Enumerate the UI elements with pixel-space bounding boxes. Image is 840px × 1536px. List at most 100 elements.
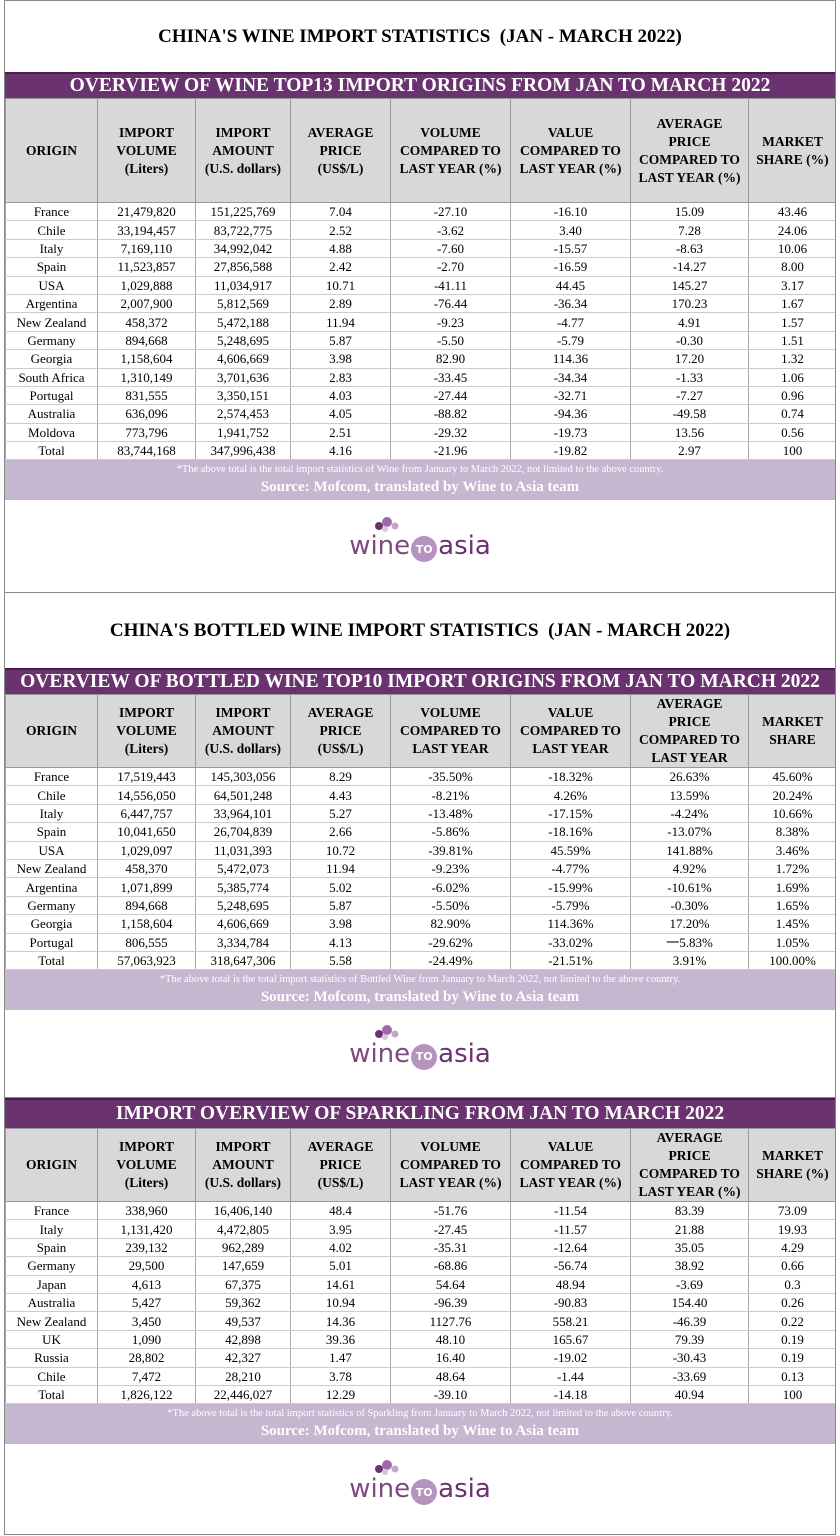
cell: South Africa	[5, 368, 98, 387]
cell: -18.16%	[510, 822, 631, 842]
cell: -3.69	[630, 1275, 749, 1294]
logo-dots	[375, 1460, 399, 1476]
cell: -94.36	[510, 404, 631, 424]
cell: Italy	[5, 804, 98, 824]
cell: 42,898	[195, 1330, 291, 1350]
table-row: New Zealand 458,370 5,472,073 11.94 -9.23% -4…	[5, 859, 835, 879]
cell: 1,090	[97, 1330, 196, 1350]
table-row: Australia 636,096 2,574,453 4.05 -88.82 -94.3…	[5, 404, 835, 424]
table-row: Total 83,744,168 347,996,438 4.16 -21.96 -19.…	[5, 441, 835, 461]
cell: -30.43	[630, 1348, 749, 1368]
source: Source: Mofcom, translated by Wine to As…	[260, 1423, 580, 1440]
table-row: Chile 14,556,050 64,501,248 4.43 -8.21% 4.26%…	[5, 785, 835, 805]
cell: -10.61%	[630, 877, 749, 897]
cell: -9.23%	[390, 859, 511, 879]
table-row: Georgia 1,158,604 4,606,669 3.98 82.90 114.36…	[5, 349, 835, 369]
cell: Spain	[5, 822, 98, 842]
data-table: ORIGIN IMPORT VOLUME (Liters) IMPORT AMOUN…	[5, 1128, 835, 1405]
table-head: ORIGIN IMPORT VOLUME (Liters) IMPORT AMOUN…	[5, 98, 835, 203]
cell: -15.57	[510, 239, 631, 259]
cell: 0.19	[748, 1348, 835, 1368]
cell: 4.88	[290, 239, 391, 259]
cell: 4.91	[630, 312, 749, 332]
logo-dots	[375, 1024, 399, 1040]
cell: -5.79%	[510, 896, 631, 916]
banner: IMPORT OVERVIEW OF SPARKLING FROM JAN TO…	[5, 1098, 835, 1128]
header-cell: IMPORT AMOUNT (U.S. dollars)	[195, 1128, 291, 1202]
section: IMPORT OVERVIEW OF SPARKLING FROM JAN TO…	[4, 1097, 836, 1535]
cell: 5,472,188	[195, 312, 291, 332]
cell: 21,479,820	[97, 202, 196, 222]
cell: 33,194,457	[97, 220, 196, 240]
cell: 7.28	[630, 220, 749, 240]
cell: 4.13	[290, 933, 391, 952]
cell: 40.94	[630, 1385, 749, 1405]
header-cell: AVERAGE PRICE (US$/L)	[290, 98, 391, 203]
cell: 1,029,097	[97, 841, 196, 860]
cell: 10.71	[290, 276, 391, 295]
cell: 4,606,669	[195, 914, 291, 934]
cell: 73.09	[748, 1201, 835, 1221]
cell: 558.21	[510, 1311, 631, 1331]
cell: 4.03	[290, 386, 391, 406]
cell: 0.74	[748, 404, 835, 424]
header-cell: MARKET SHARE	[748, 694, 835, 768]
header-cell: IMPORT VOLUME (Liters)	[97, 1128, 196, 1202]
cell: 347,996,438	[195, 441, 291, 461]
cell: -76.44	[390, 294, 511, 314]
cell: USA	[5, 276, 98, 295]
cell: Italy	[5, 1219, 98, 1239]
cell: 48.94	[510, 1275, 631, 1294]
cell: -34.34	[510, 368, 631, 387]
cell: -27.10	[390, 202, 511, 222]
cell: 57,063,923	[97, 951, 196, 971]
cell: 2.52	[290, 220, 391, 240]
cell: -41.11	[390, 276, 511, 295]
cell: 7.04	[290, 202, 391, 222]
note: *The above total is the total import sta…	[159, 974, 681, 986]
data-table: ORIGIN IMPORT VOLUME (Liters) IMPORT AMOUN…	[5, 694, 835, 971]
table-row: New Zealand 458,372 5,472,188 11.94 -9.23 -4.…	[5, 312, 835, 332]
cell: 100	[748, 441, 835, 461]
cell: 2.89	[290, 294, 391, 314]
banner: OVERVIEW OF BOTTLED WINE TOP10 IMPORT OR…	[5, 668, 835, 694]
cell: Argentina	[5, 294, 98, 314]
header-cell: IMPORT VOLUME (Liters)	[97, 98, 196, 203]
cell: 82.90%	[390, 914, 511, 934]
cell: 54.64	[390, 1275, 511, 1294]
cell: 5.58	[290, 951, 391, 971]
header-cell: AVERAGE PRICE COMPARED TO LAST YEAR (%)	[630, 98, 749, 203]
header-row: ORIGIN IMPORT VOLUME (Liters) IMPORT AMOUN…	[5, 694, 835, 768]
cell: 3,701,636	[195, 368, 291, 387]
cell: 11,031,393	[195, 841, 291, 860]
logo-wine: wine	[349, 1474, 411, 1505]
cell: France	[5, 1201, 98, 1221]
header-cell: VOLUME COMPARED TO LAST YEAR (%)	[390, 1128, 511, 1202]
cell: -9.23	[390, 312, 511, 332]
cell: France	[5, 767, 98, 787]
cell: 2.66	[290, 822, 391, 842]
cell: Germany	[5, 1256, 98, 1276]
cell: 458,372	[97, 312, 196, 332]
cell: 10.72	[290, 841, 391, 860]
header-cell: MARKET SHARE (%)	[748, 1128, 835, 1202]
header-cell: VOLUME COMPARED TO LAST YEAR (%)	[390, 98, 511, 203]
cell: 145.27	[630, 276, 749, 295]
cell: -32.71	[510, 386, 631, 406]
cell: 26.63%	[630, 767, 749, 787]
cell: UK	[5, 1330, 98, 1350]
cell: -5.50%	[390, 896, 511, 916]
logo-dots	[375, 517, 399, 533]
cell: Portugal	[5, 386, 98, 406]
cell: 7,472	[97, 1367, 196, 1386]
cell: -27.44	[390, 386, 511, 406]
cell: 147,659	[195, 1256, 291, 1276]
table-row: Chile 7,472 28,210 3.78 48.64 -1.44 -33.69 0.13	[5, 1367, 835, 1386]
table-row: Argentina 2,007,900 5,812,569 2.89 -76.44 -36…	[5, 294, 835, 314]
note: *The above total is the total import sta…	[167, 1408, 673, 1420]
note-box: *The above total is the total import sta…	[5, 460, 835, 501]
cell: 831,555	[97, 386, 196, 406]
section: CHINA'S BOTTLED WINE IMPORT STATISTICS (…	[4, 592, 836, 1098]
cell: Georgia	[5, 914, 98, 934]
header-cell: MARKET SHARE (%)	[748, 98, 835, 203]
